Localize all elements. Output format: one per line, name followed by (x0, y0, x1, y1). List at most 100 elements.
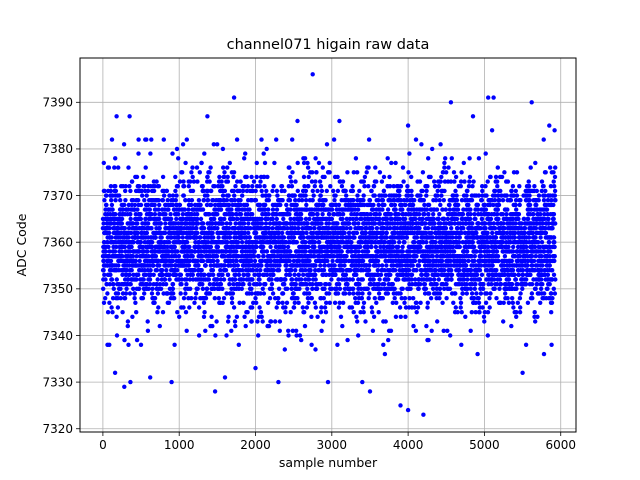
data-point (380, 198, 386, 203)
data-point (414, 268, 419, 273)
data-point (276, 268, 282, 273)
data-point (388, 272, 393, 277)
data-point (347, 291, 352, 296)
data-point (384, 263, 389, 268)
data-point (108, 272, 113, 277)
data-point (376, 282, 382, 287)
data-point (285, 244, 291, 250)
data-point (204, 286, 210, 291)
data-point (235, 240, 241, 245)
data-point (112, 165, 117, 170)
data-point (123, 188, 128, 194)
data-point (469, 198, 475, 203)
data-point (240, 188, 246, 194)
data-point (364, 170, 369, 175)
data-point (366, 165, 371, 170)
data-point (396, 277, 401, 282)
data-point (412, 240, 417, 245)
data-point (401, 179, 406, 184)
data-point (387, 174, 392, 180)
data-point (104, 202, 109, 208)
data-point (434, 282, 439, 287)
data-point (259, 263, 264, 268)
data-point (151, 263, 156, 268)
data-point (322, 263, 327, 268)
data-point (149, 226, 154, 231)
data-point (128, 188, 133, 194)
data-point (415, 305, 421, 310)
data-point (356, 249, 361, 254)
data-point (292, 193, 297, 198)
data-point (379, 179, 385, 184)
data-point (470, 221, 475, 226)
data-point (178, 291, 183, 296)
data-point (216, 235, 221, 240)
data-point (274, 188, 280, 194)
data-point (107, 226, 112, 231)
data-point (134, 254, 139, 259)
data-point (373, 244, 379, 250)
data-point (124, 268, 130, 273)
data-point (236, 272, 242, 277)
data-point (369, 244, 374, 250)
data-point (101, 268, 106, 273)
data-point (376, 291, 382, 296)
data-point (414, 300, 419, 305)
data-point (142, 291, 147, 296)
data-point (319, 328, 324, 333)
data-point (343, 291, 348, 296)
data-point (305, 160, 310, 166)
data-point (175, 310, 180, 315)
data-point (360, 291, 365, 296)
data-point (216, 296, 221, 301)
data-point (260, 286, 265, 291)
data-point (312, 240, 318, 245)
data-point (174, 216, 179, 222)
data-point (375, 258, 381, 264)
data-point (244, 174, 249, 180)
data-point (126, 235, 131, 240)
data-point (453, 174, 459, 180)
data-point (151, 272, 156, 277)
data-point (178, 272, 184, 277)
data-point (436, 184, 442, 189)
data-point (469, 310, 474, 315)
data-point (458, 305, 463, 310)
data-point (190, 272, 195, 277)
data-point (136, 286, 142, 291)
data-point (441, 198, 446, 203)
data-point (282, 347, 287, 352)
data-point (149, 244, 155, 250)
data-point (266, 198, 271, 203)
data-point (468, 328, 473, 333)
data-point (187, 258, 193, 264)
data-point (439, 174, 444, 180)
data-point (111, 282, 116, 287)
data-point (320, 165, 325, 170)
data-point (127, 249, 133, 254)
data-point (115, 291, 121, 296)
data-point (258, 268, 263, 273)
data-point (126, 165, 131, 170)
data-point (175, 268, 180, 273)
data-point (406, 170, 411, 175)
data-point (274, 216, 279, 222)
data-point (400, 165, 406, 170)
data-point (474, 230, 479, 236)
data-point (313, 179, 318, 184)
data-point (373, 165, 378, 170)
data-point (138, 202, 144, 208)
data-point (424, 240, 429, 245)
data-point (247, 207, 252, 212)
data-point (398, 291, 403, 296)
data-point (292, 300, 297, 305)
data-point (133, 258, 138, 264)
data-point (271, 268, 276, 273)
data-point (180, 235, 185, 240)
data-point (317, 240, 322, 245)
data-point (110, 296, 116, 301)
data-point (467, 179, 472, 184)
data-point (189, 296, 194, 301)
data-point (218, 207, 224, 212)
